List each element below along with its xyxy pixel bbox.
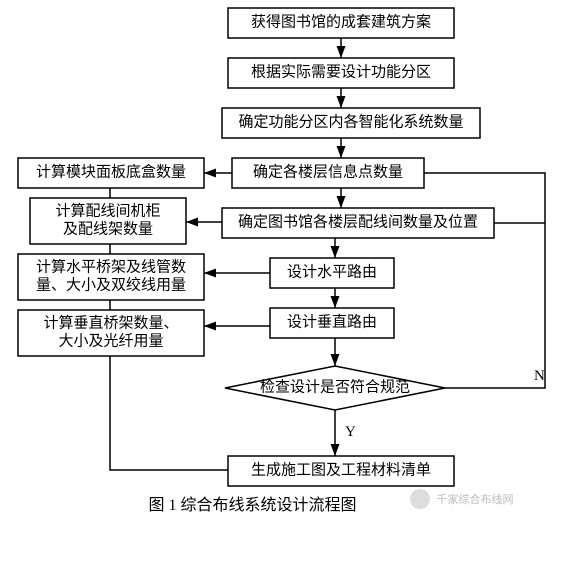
node-l2: 计算配线间机柜及配线架数量 [30,198,186,244]
node-text: 计算配线间机柜 [55,201,160,219]
node-l1: 计算模块面板底盒数量 [18,158,204,188]
node-text: 设计垂直路由 [287,313,377,330]
node-text: 量、大小及双绞线用量 [36,276,186,293]
edge [110,356,228,470]
node-text: 设计水平路由 [287,263,377,280]
node-text: 检查设计是否符合规范 [260,378,410,395]
node-n4: 确定各楼层信息点数量 [232,158,424,188]
node-n2: 根据实际需要设计功能分区 [228,58,454,88]
node-text: 确定功能分区内各智能化系统数量 [238,112,463,130]
node-l3: 计算水平桥架及线管数量、大小及双绞线用量 [18,254,204,300]
figure-caption: 图 1 综合布线系统设计流程图 [148,496,356,514]
node-n6: 设计水平路由 [270,258,394,288]
node-text: 获得图书馆的成套建筑方案 [251,12,431,30]
node-text: 计算垂直桥架数量、 [43,313,178,331]
node-text: 确定各楼层信息点数量 [253,163,403,180]
node-n3: 确定功能分区内各智能化系统数量 [222,108,480,138]
node-text: 计算水平桥架及线管数 [36,257,186,275]
node-n1: 获得图书馆的成套建筑方案 [228,8,454,38]
node-text: 及配线架数量 [63,220,153,237]
node-n5: 确定图书馆各楼层配线间数量及位置 [222,208,494,238]
svg-text:千家综合布线网: 千家综合布线网 [437,492,514,506]
edge-label: Y [345,424,356,440]
node-dec: 检查设计是否符合规范 [225,366,445,410]
node-text: 确定图书馆各楼层配线间数量及位置 [238,213,478,230]
edge-label: N [534,368,545,384]
node-l4: 计算垂直桥架数量、大小及光纤用量 [18,310,204,356]
node-text: 计算模块面板底盒数量 [36,162,186,180]
node-out: 生成施工图及工程材料清单 [228,456,454,486]
edge [424,173,545,388]
node-n7: 设计垂直路由 [270,308,394,338]
node-text: 大小及光纤用量 [58,332,163,349]
watermark: 千家综合布线网 [410,489,514,509]
node-text: 根据实际需要设计功能分区 [251,63,431,80]
node-text: 生成施工图及工程材料清单 [251,461,431,478]
